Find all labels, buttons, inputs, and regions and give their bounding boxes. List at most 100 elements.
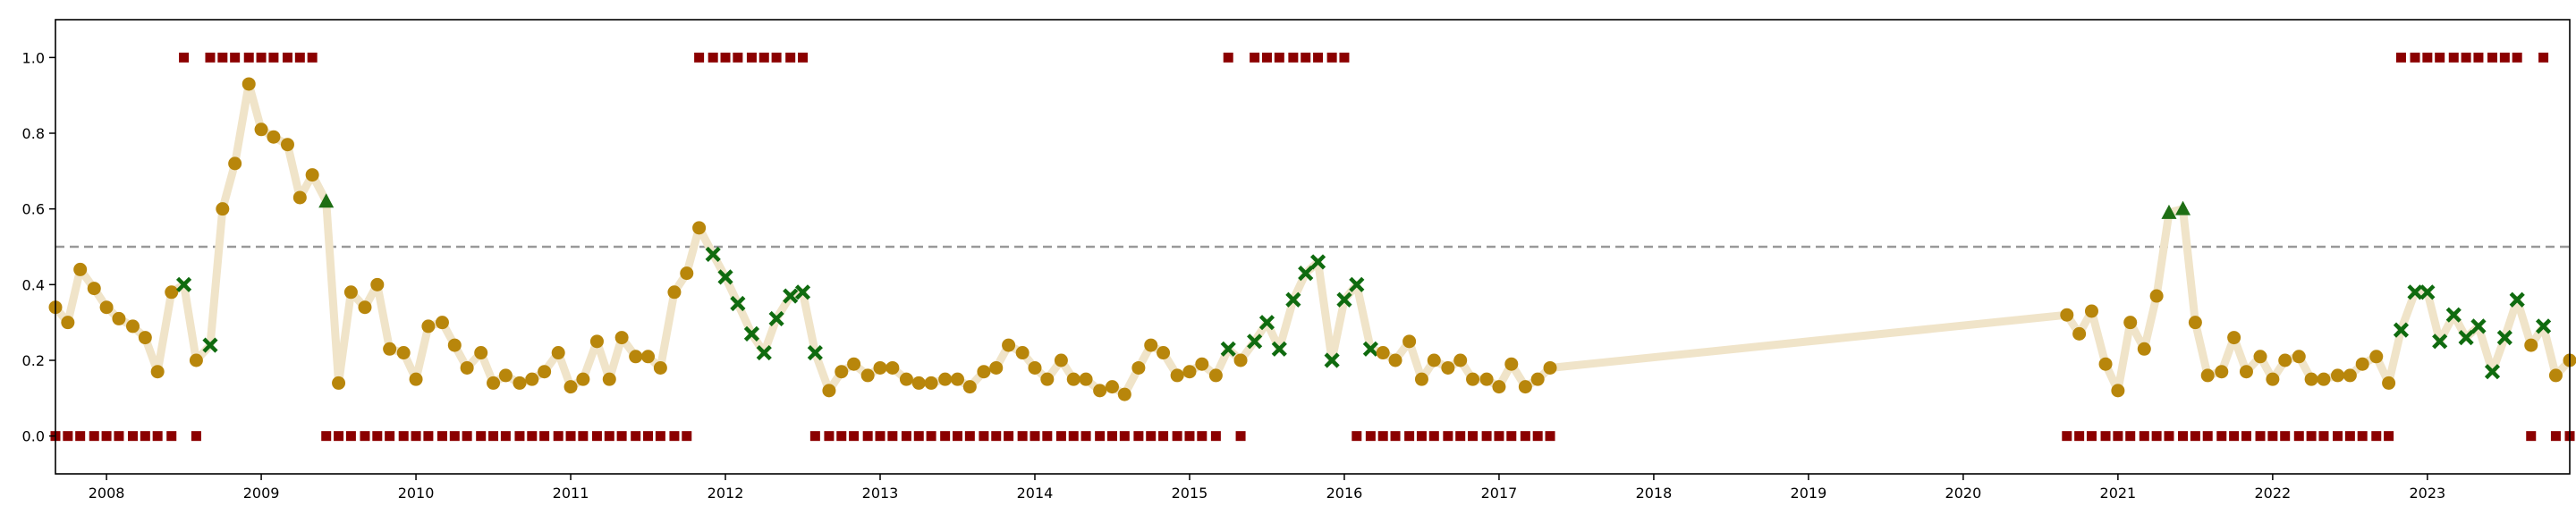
state-marker xyxy=(913,431,924,442)
probability-x-marker xyxy=(1285,291,1301,308)
probability-point xyxy=(254,122,268,137)
probability-point xyxy=(860,368,875,383)
probability-point xyxy=(1543,360,1557,375)
probability-point xyxy=(822,384,836,398)
state-marker xyxy=(1494,431,1504,442)
state-marker xyxy=(1210,431,1221,442)
probability-x-marker xyxy=(1349,276,1365,292)
state-marker xyxy=(398,431,409,442)
probability-point xyxy=(989,360,1004,375)
state-marker xyxy=(2448,52,2459,63)
state-marker xyxy=(2384,431,2394,442)
probability-point xyxy=(602,372,616,386)
state-marker xyxy=(205,52,216,63)
x-tick-label: 2022 xyxy=(2255,485,2292,502)
probability-x-marker xyxy=(794,284,811,300)
probability-point xyxy=(2278,353,2292,367)
state-marker xyxy=(1404,431,1415,442)
probability-point xyxy=(332,376,346,390)
state-marker xyxy=(2395,52,2406,63)
probability-point xyxy=(1208,368,1223,383)
probability-point xyxy=(99,300,114,315)
probability-point xyxy=(409,372,423,386)
probability-point xyxy=(1530,372,1545,386)
probability-x-marker xyxy=(705,246,721,263)
y-tick-label: 0.4 xyxy=(22,276,45,293)
probability-point xyxy=(2137,342,2151,356)
state-marker xyxy=(1184,431,1195,442)
state-marker xyxy=(127,431,138,442)
probability-point xyxy=(2524,338,2538,352)
state-marker xyxy=(282,52,292,63)
probability-point xyxy=(513,376,527,390)
probability-x-marker xyxy=(1247,333,1263,350)
state-marker xyxy=(669,431,680,442)
probability-point xyxy=(847,357,861,371)
probability-x-marker xyxy=(2393,322,2410,338)
state-marker xyxy=(2435,52,2445,63)
probability-point xyxy=(305,168,319,182)
state-marker xyxy=(2526,431,2537,442)
state-marker xyxy=(114,431,124,442)
probability-point xyxy=(2253,350,2267,364)
probability-point xyxy=(370,277,385,291)
state-marker xyxy=(321,431,332,442)
state-marker xyxy=(1326,52,1337,63)
state-marker xyxy=(2241,431,2251,442)
state-marker xyxy=(527,431,538,442)
state-marker xyxy=(360,431,370,442)
state-marker xyxy=(694,52,705,63)
probability-point xyxy=(2369,350,2384,364)
x-tick-label: 2010 xyxy=(398,485,435,502)
probability-point xyxy=(911,376,926,390)
state-marker xyxy=(1481,431,1492,442)
probability-point xyxy=(1504,357,1519,371)
state-marker xyxy=(940,431,951,442)
state-marker xyxy=(345,431,356,442)
probability-point xyxy=(1376,346,1390,360)
state-marker xyxy=(307,52,318,63)
state-marker xyxy=(849,431,860,442)
state-marker xyxy=(256,52,267,63)
probability-x-marker xyxy=(730,295,746,312)
state-marker xyxy=(1004,431,1014,442)
probability-point xyxy=(1002,338,1016,352)
probability-point xyxy=(1093,384,1107,398)
y-tick-label: 0.6 xyxy=(22,201,45,218)
probability-point xyxy=(1402,334,1417,349)
state-marker xyxy=(682,431,692,442)
probability-x-marker xyxy=(2509,291,2525,308)
probability-point xyxy=(1028,360,1042,375)
state-marker xyxy=(2538,52,2549,63)
state-marker xyxy=(2164,431,2174,442)
state-marker xyxy=(1288,52,1299,63)
probability-point xyxy=(343,285,358,300)
probability-point xyxy=(938,372,953,386)
probability-triangle-marker xyxy=(318,193,335,208)
y-tick-label: 0.0 xyxy=(22,428,45,445)
state-marker xyxy=(1055,431,1066,442)
state-marker xyxy=(243,52,254,63)
state-marker xyxy=(1377,431,1388,442)
state-marker xyxy=(294,52,305,63)
probability-x-marker xyxy=(756,344,772,361)
probability-point xyxy=(435,316,449,330)
probability-x-marker xyxy=(175,276,192,292)
state-marker xyxy=(2125,431,2136,442)
probability-point xyxy=(680,266,694,281)
state-marker xyxy=(2371,431,2382,442)
y-tick-label: 1.0 xyxy=(22,49,45,66)
probability-point xyxy=(576,372,590,386)
state-marker xyxy=(2344,431,2355,442)
probability-point xyxy=(1144,338,1158,352)
state-marker xyxy=(476,431,487,442)
x-tick-label: 2014 xyxy=(1017,485,1054,502)
probability-point xyxy=(1233,353,1248,367)
x-tick-label: 2008 xyxy=(89,485,125,502)
axes: 2008 2009 2010 2011 2012 2013 2014 2015 2016 2017… xyxy=(22,19,2571,502)
state-marker xyxy=(1197,431,1208,442)
state-marker xyxy=(1428,431,1439,442)
state-marker xyxy=(1172,431,1182,442)
y-tick-label: 0.8 xyxy=(22,125,45,142)
